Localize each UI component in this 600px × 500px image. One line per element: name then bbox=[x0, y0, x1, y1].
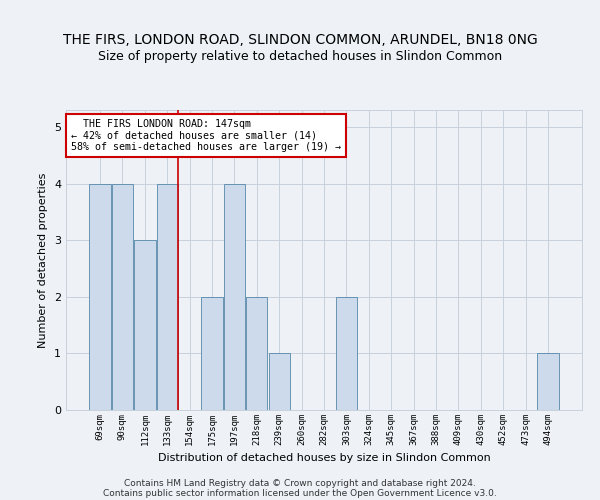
Bar bbox=[537, 354, 559, 410]
Bar bbox=[246, 297, 268, 410]
Bar bbox=[224, 184, 245, 410]
Text: THE FIRS, LONDON ROAD, SLINDON COMMON, ARUNDEL, BN18 0NG: THE FIRS, LONDON ROAD, SLINDON COMMON, A… bbox=[62, 32, 538, 46]
Bar bbox=[157, 184, 178, 410]
Bar bbox=[112, 184, 133, 410]
Text: Contains HM Land Registry data © Crown copyright and database right 2024.: Contains HM Land Registry data © Crown c… bbox=[124, 478, 476, 488]
Text: THE FIRS LONDON ROAD: 147sqm
← 42% of detached houses are smaller (14)
58% of se: THE FIRS LONDON ROAD: 147sqm ← 42% of de… bbox=[71, 119, 341, 152]
X-axis label: Distribution of detached houses by size in Slindon Common: Distribution of detached houses by size … bbox=[158, 454, 490, 464]
Bar bbox=[336, 297, 357, 410]
Bar bbox=[202, 297, 223, 410]
Y-axis label: Number of detached properties: Number of detached properties bbox=[38, 172, 49, 348]
Text: Contains public sector information licensed under the Open Government Licence v3: Contains public sector information licen… bbox=[103, 488, 497, 498]
Bar bbox=[269, 354, 290, 410]
Text: Size of property relative to detached houses in Slindon Common: Size of property relative to detached ho… bbox=[98, 50, 502, 63]
Bar bbox=[134, 240, 155, 410]
Bar bbox=[89, 184, 111, 410]
